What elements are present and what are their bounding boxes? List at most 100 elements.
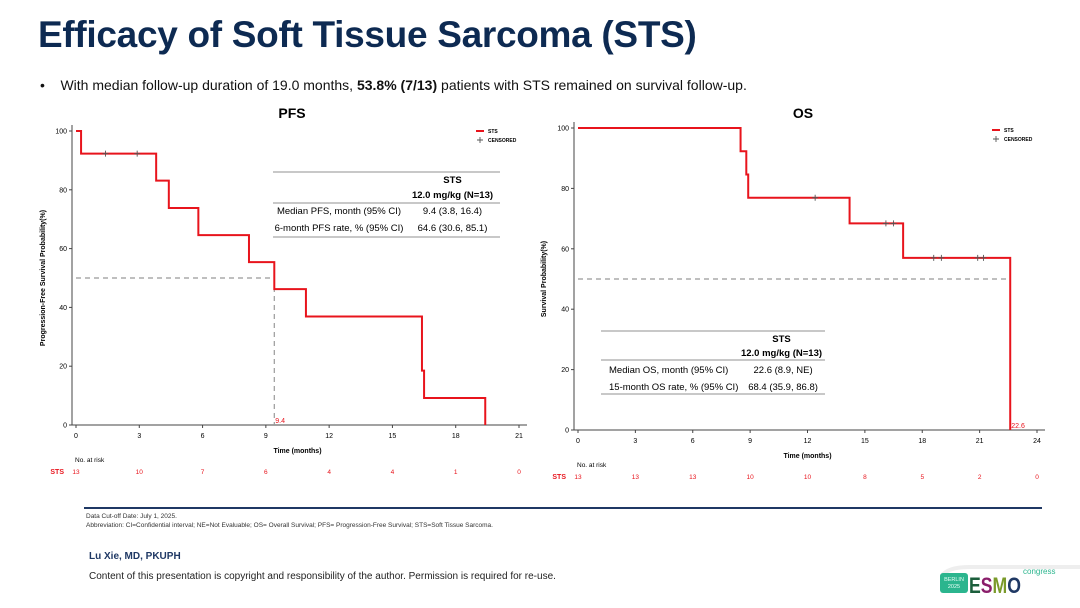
censor-mark	[890, 220, 897, 227]
y-tick-label: 80	[561, 186, 569, 193]
table-header: 12.0 mg/kg (N=13)	[411, 190, 494, 201]
x-tick-label: 18	[918, 438, 926, 445]
censor-mark	[882, 220, 889, 227]
svg-text:congress: congress	[1023, 567, 1055, 576]
legend-censor-icon	[477, 137, 483, 143]
table-header: STS	[443, 175, 462, 186]
svg-text:ESMO: ESMO	[969, 573, 1021, 598]
at-risk-row-label: STS	[552, 474, 566, 481]
table-cell: 64.6 (30.6, 85.1)	[417, 223, 488, 234]
at-risk-value: 10	[747, 474, 755, 481]
at-risk-value: 8	[863, 474, 867, 481]
x-tick-label: 9	[264, 433, 268, 440]
censor-mark	[938, 254, 945, 261]
x-tick-label: 12	[804, 438, 812, 445]
x-tick-label: 12	[325, 433, 333, 440]
chart-title: OS	[793, 105, 813, 121]
x-tick-label: 0	[74, 433, 78, 440]
at-risk-value: 10	[136, 469, 144, 476]
x-tick-label: 3	[137, 433, 141, 440]
y-tick-label: 100	[55, 129, 67, 136]
x-tick-label: 21	[976, 438, 984, 445]
at-risk-value: 6	[264, 469, 268, 476]
censor-mark	[102, 150, 109, 157]
y-tick-label: 20	[561, 367, 569, 374]
median-label: 9.4	[275, 418, 285, 425]
table-cell: 22.6 (8.9, NE)	[753, 365, 813, 376]
at-risk-value: 13	[72, 469, 80, 476]
bullet-highlight: 53.8% (7/13)	[356, 77, 438, 93]
at-risk-value: 0	[1035, 474, 1039, 481]
km-curve-sts	[578, 127, 1012, 430]
y-tick-label: 60	[59, 246, 67, 253]
footer-divider	[84, 507, 1042, 509]
at-risk-value: 1	[454, 469, 458, 476]
svg-text:BERLIN: BERLIN	[944, 577, 964, 583]
x-tick-label: 6	[691, 438, 695, 445]
y-tick-label: 0	[63, 423, 67, 430]
os-stats-table: STS 12.0 mg/kg (N=13) Median OS, month (…	[601, 330, 825, 395]
pfs-stats-table: STS 12.0 mg/kg (N=13) Median PFS, month …	[273, 171, 500, 238]
x-tick-label: 9	[748, 438, 752, 445]
at-risk-value: 2	[978, 474, 982, 481]
summary-bullet: • With median follow-up duration of 19.0…	[40, 77, 747, 93]
cutoff-note: Data Cut-off Date: July 1, 2025.	[86, 513, 177, 520]
table-cell: 9.4 (3.8, 16.4)	[422, 206, 483, 217]
at-risk-value: 7	[201, 469, 205, 476]
table-cell: Median PFS, month (95% CI)	[276, 206, 402, 217]
x-tick-label: 21	[515, 433, 523, 440]
y-axis-label: Progression-Free Survival Probability(%)	[40, 210, 47, 346]
table-header: 12.0 mg/kg (N=13)	[740, 348, 823, 359]
y-tick-label: 20	[59, 364, 67, 371]
median-label: 22.6	[1011, 423, 1025, 430]
esmo-congress-logo: BERLIN 2025 ESMO congress	[940, 565, 1080, 598]
km-curve-sts	[76, 130, 487, 425]
legend-label: STS	[488, 129, 498, 135]
at-risk-value: 5	[920, 474, 924, 481]
at-risk-value: 13	[689, 474, 697, 481]
censor-mark	[812, 194, 819, 201]
svg-text:2025: 2025	[948, 584, 960, 590]
y-axis-label: Survival Probability(%)	[541, 241, 548, 317]
table-cell: 15-month OS rate, % (95% CI)	[609, 382, 739, 393]
censor-mark	[974, 254, 981, 261]
copyright-notice: Content of this presentation is copyrigh…	[89, 571, 556, 582]
y-tick-label: 40	[561, 307, 569, 314]
censor-mark	[930, 254, 937, 261]
at-risk-value: 4	[391, 469, 395, 476]
x-tick-label: 6	[201, 433, 205, 440]
x-tick-label: 0	[576, 438, 580, 445]
at-risk-title: No. at risk	[577, 462, 607, 469]
x-tick-label: 18	[452, 433, 460, 440]
x-tick-label: 24	[1033, 438, 1041, 445]
x-tick-label: 3	[633, 438, 637, 445]
table-cell: Median OS, month (95% CI)	[609, 365, 729, 376]
table-cell: 6-month PFS rate, % (95% CI)	[274, 223, 404, 234]
x-axis-label: Time (months)	[783, 453, 831, 460]
y-tick-label: 40	[59, 305, 67, 312]
bullet-text-end: patients with STS remained on survival f…	[437, 77, 747, 93]
at-risk-value: 4	[327, 469, 331, 476]
at-risk-value: 0	[517, 469, 521, 476]
y-tick-label: 100	[557, 126, 569, 133]
x-axis-label: Time (months)	[273, 448, 321, 455]
at-risk-row-label: STS	[50, 469, 64, 476]
author: Lu Xie, MD, PKUPH	[89, 551, 181, 562]
at-risk-value: 10	[804, 474, 812, 481]
abbreviation-note: Abbreviation: CI=Confidential interval; …	[86, 522, 493, 529]
table-cell: 68.4 (35.9, 86.8)	[748, 382, 818, 393]
at-risk-value: 13	[632, 474, 640, 481]
at-risk-value: 13	[574, 474, 582, 481]
censor-mark	[134, 150, 141, 157]
bullet-text: With median follow-up duration of 19.0 m…	[60, 77, 357, 93]
censor-mark	[980, 254, 987, 261]
y-tick-label: 60	[561, 246, 569, 253]
at-risk-title: No. at risk	[75, 457, 105, 464]
x-tick-label: 15	[389, 433, 397, 440]
legend-censor-icon	[993, 136, 999, 142]
legend-label: CENSORED	[488, 138, 517, 144]
legend-label: CENSORED	[1004, 137, 1033, 143]
